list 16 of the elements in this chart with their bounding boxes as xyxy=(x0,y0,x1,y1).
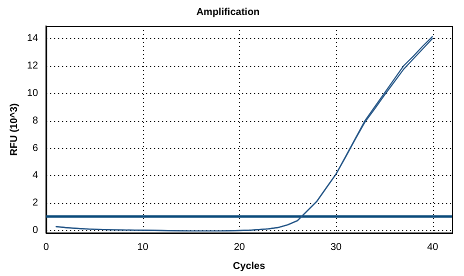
x-tick-label: 40 xyxy=(427,242,439,253)
x-axis-title: Cycles xyxy=(232,260,266,272)
y-tick-label: 2 xyxy=(32,198,39,209)
x-tick-label: 10 xyxy=(137,242,149,253)
y-tick-label: 6 xyxy=(32,142,39,154)
y-tick-label: 4 xyxy=(32,170,39,182)
y-axis-title: RFU (10^3) xyxy=(8,103,20,156)
y-tick-label: 10 xyxy=(27,88,39,99)
y-tick-label: 12 xyxy=(27,60,39,72)
y-tick-label: 8 xyxy=(32,115,39,126)
x-tick-label: 20 xyxy=(234,242,246,253)
x-tick-label: 0 xyxy=(43,242,50,253)
y-tick-label: 0 xyxy=(32,225,39,236)
x-tick-label: 30 xyxy=(330,242,342,253)
y-tick-label: 14 xyxy=(27,33,39,44)
chart-title: Amplification xyxy=(196,6,260,18)
